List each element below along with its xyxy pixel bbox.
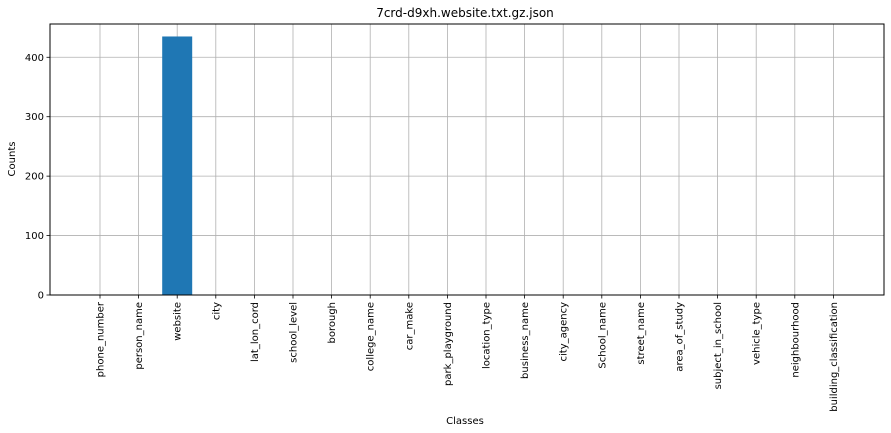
x-tick-label: city_agency [559, 302, 570, 362]
x-tick-label: building_classification [829, 302, 840, 412]
x-tick-label: School_name [597, 302, 608, 369]
x-tick-label: car_make [404, 302, 415, 350]
y-tick-label: 0 [38, 291, 44, 302]
x-axis-label: Classes [446, 416, 484, 427]
y-tick-label: 400 [25, 53, 44, 64]
bars [162, 36, 193, 296]
x-tick-label: website [173, 302, 184, 341]
y-axis-label: Counts [7, 142, 18, 177]
chart-title: 7crd-d9xh.website.txt.gz.json [376, 6, 554, 20]
grid-lines [50, 24, 884, 296]
x-tick-label: neighbourhood [790, 302, 801, 378]
x-tick-label: subject_in_school [713, 302, 724, 389]
x-tick-label: phone_number [96, 301, 107, 377]
x-tick-label: college_name [366, 302, 377, 371]
x-tick-label: vehicle_type [752, 302, 763, 365]
x-tick-label: school_level [289, 302, 300, 363]
plot-frame [49, 23, 885, 296]
x-tick-label: person_name [134, 302, 145, 370]
x-tick-label: area_of_study [675, 302, 686, 372]
x-tick-label: borough [327, 302, 338, 344]
y-tick-label: 100 [25, 231, 44, 242]
x-tick-label: street_name [636, 302, 647, 365]
y-tick-label: 200 [25, 172, 44, 183]
x-tick-label: city [211, 302, 222, 320]
x-ticks: phone_number person_name website city lat_lo… [96, 295, 840, 412]
x-tick-label: business_name [520, 302, 531, 379]
x-tick-label: location_type [482, 302, 493, 369]
x-tick-label: park_playground [443, 302, 454, 386]
y-tick-label: 300 [25, 112, 44, 123]
x-tick-label: lat_lon_cord [250, 302, 261, 362]
y-ticks: 0 100 200 300 400 [25, 53, 50, 302]
bar-website [162, 36, 193, 296]
